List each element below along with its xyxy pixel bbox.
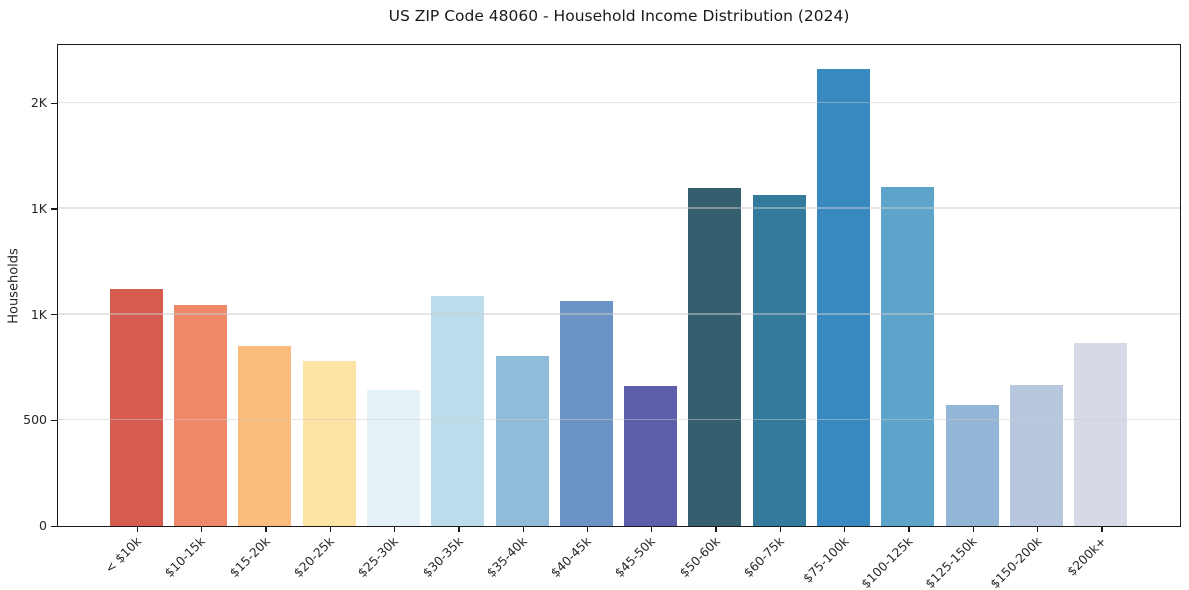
y-tick-label: 500 — [23, 412, 47, 428]
y-tick-label: 2K — [30, 94, 47, 110]
y-tick-label: 1K — [30, 200, 47, 216]
x-tick-mark — [779, 527, 782, 532]
x-tick-label-text: $15-20k — [226, 534, 273, 581]
x-tick-mark — [908, 527, 910, 532]
y-tick-label: 0 — [39, 517, 47, 533]
gridline — [58, 101, 1180, 104]
x-tick-label-text: < $10k — [102, 534, 144, 576]
y-tick-mark — [51, 102, 57, 104]
bar — [881, 186, 935, 526]
x-tick-mark — [844, 527, 846, 532]
bar — [752, 195, 806, 526]
x-tick-label-text: $150-200k — [987, 534, 1045, 590]
x-tick-mark — [393, 527, 396, 532]
x-tick-label-text: $200k+ — [1064, 534, 1109, 579]
x-tick-mark — [458, 527, 460, 532]
x-tick-mark — [1101, 527, 1103, 532]
x-tick-label-text: $45-50k — [612, 534, 659, 581]
x-tick-mark — [586, 527, 589, 532]
x-tick-label-text: $125-150k — [923, 534, 980, 590]
x-tick-label-text: $10-15k — [162, 534, 209, 581]
x-tick-label-text: $100-125k — [858, 534, 916, 590]
y-tick-mark — [51, 525, 57, 527]
chart-title: US ZIP Code 48060 - Household Income Dis… — [388, 7, 850, 25]
x-tick-label-text: $75-100k — [800, 534, 852, 586]
y-tick-mark — [51, 419, 57, 422]
x-tick-label-text: $60-75k — [741, 534, 787, 581]
x-tick-mark — [1037, 527, 1039, 532]
x-tick-label-text: $20-25k — [291, 534, 337, 581]
x-tick-label-text: $25-30k — [355, 534, 402, 581]
gridline — [58, 207, 1180, 209]
bar — [238, 346, 292, 526]
bar — [173, 305, 227, 526]
y-tick-mark — [51, 208, 57, 210]
bar — [624, 386, 678, 526]
plot-area — [57, 44, 1181, 527]
x-tick-label-text: $35-40k — [483, 534, 530, 581]
y-tick-label: 1K — [30, 306, 47, 322]
bar — [688, 187, 742, 526]
bar — [945, 405, 999, 526]
bar — [1010, 385, 1064, 526]
y-tick-mark — [51, 314, 57, 316]
x-tick-mark — [265, 527, 267, 532]
bar — [559, 300, 613, 526]
x-tick-label-text: $50-60k — [676, 534, 723, 581]
bar — [817, 69, 871, 526]
x-tick-mark — [200, 527, 203, 532]
bar — [109, 289, 163, 526]
x-tick-mark — [715, 527, 717, 532]
x-tick-mark — [651, 527, 653, 532]
x-tick-label-text: $40-45k — [548, 534, 595, 581]
x-tick-mark — [136, 527, 138, 532]
x-tick-label-text: $30-35k — [419, 534, 466, 581]
x-tick-mark — [329, 527, 331, 532]
x-tick-mark — [522, 527, 524, 532]
bar — [302, 361, 356, 526]
bar — [366, 389, 420, 526]
bar — [431, 295, 485, 526]
bar — [1074, 343, 1128, 526]
x-tick-mark — [972, 527, 975, 532]
bar — [495, 355, 549, 526]
